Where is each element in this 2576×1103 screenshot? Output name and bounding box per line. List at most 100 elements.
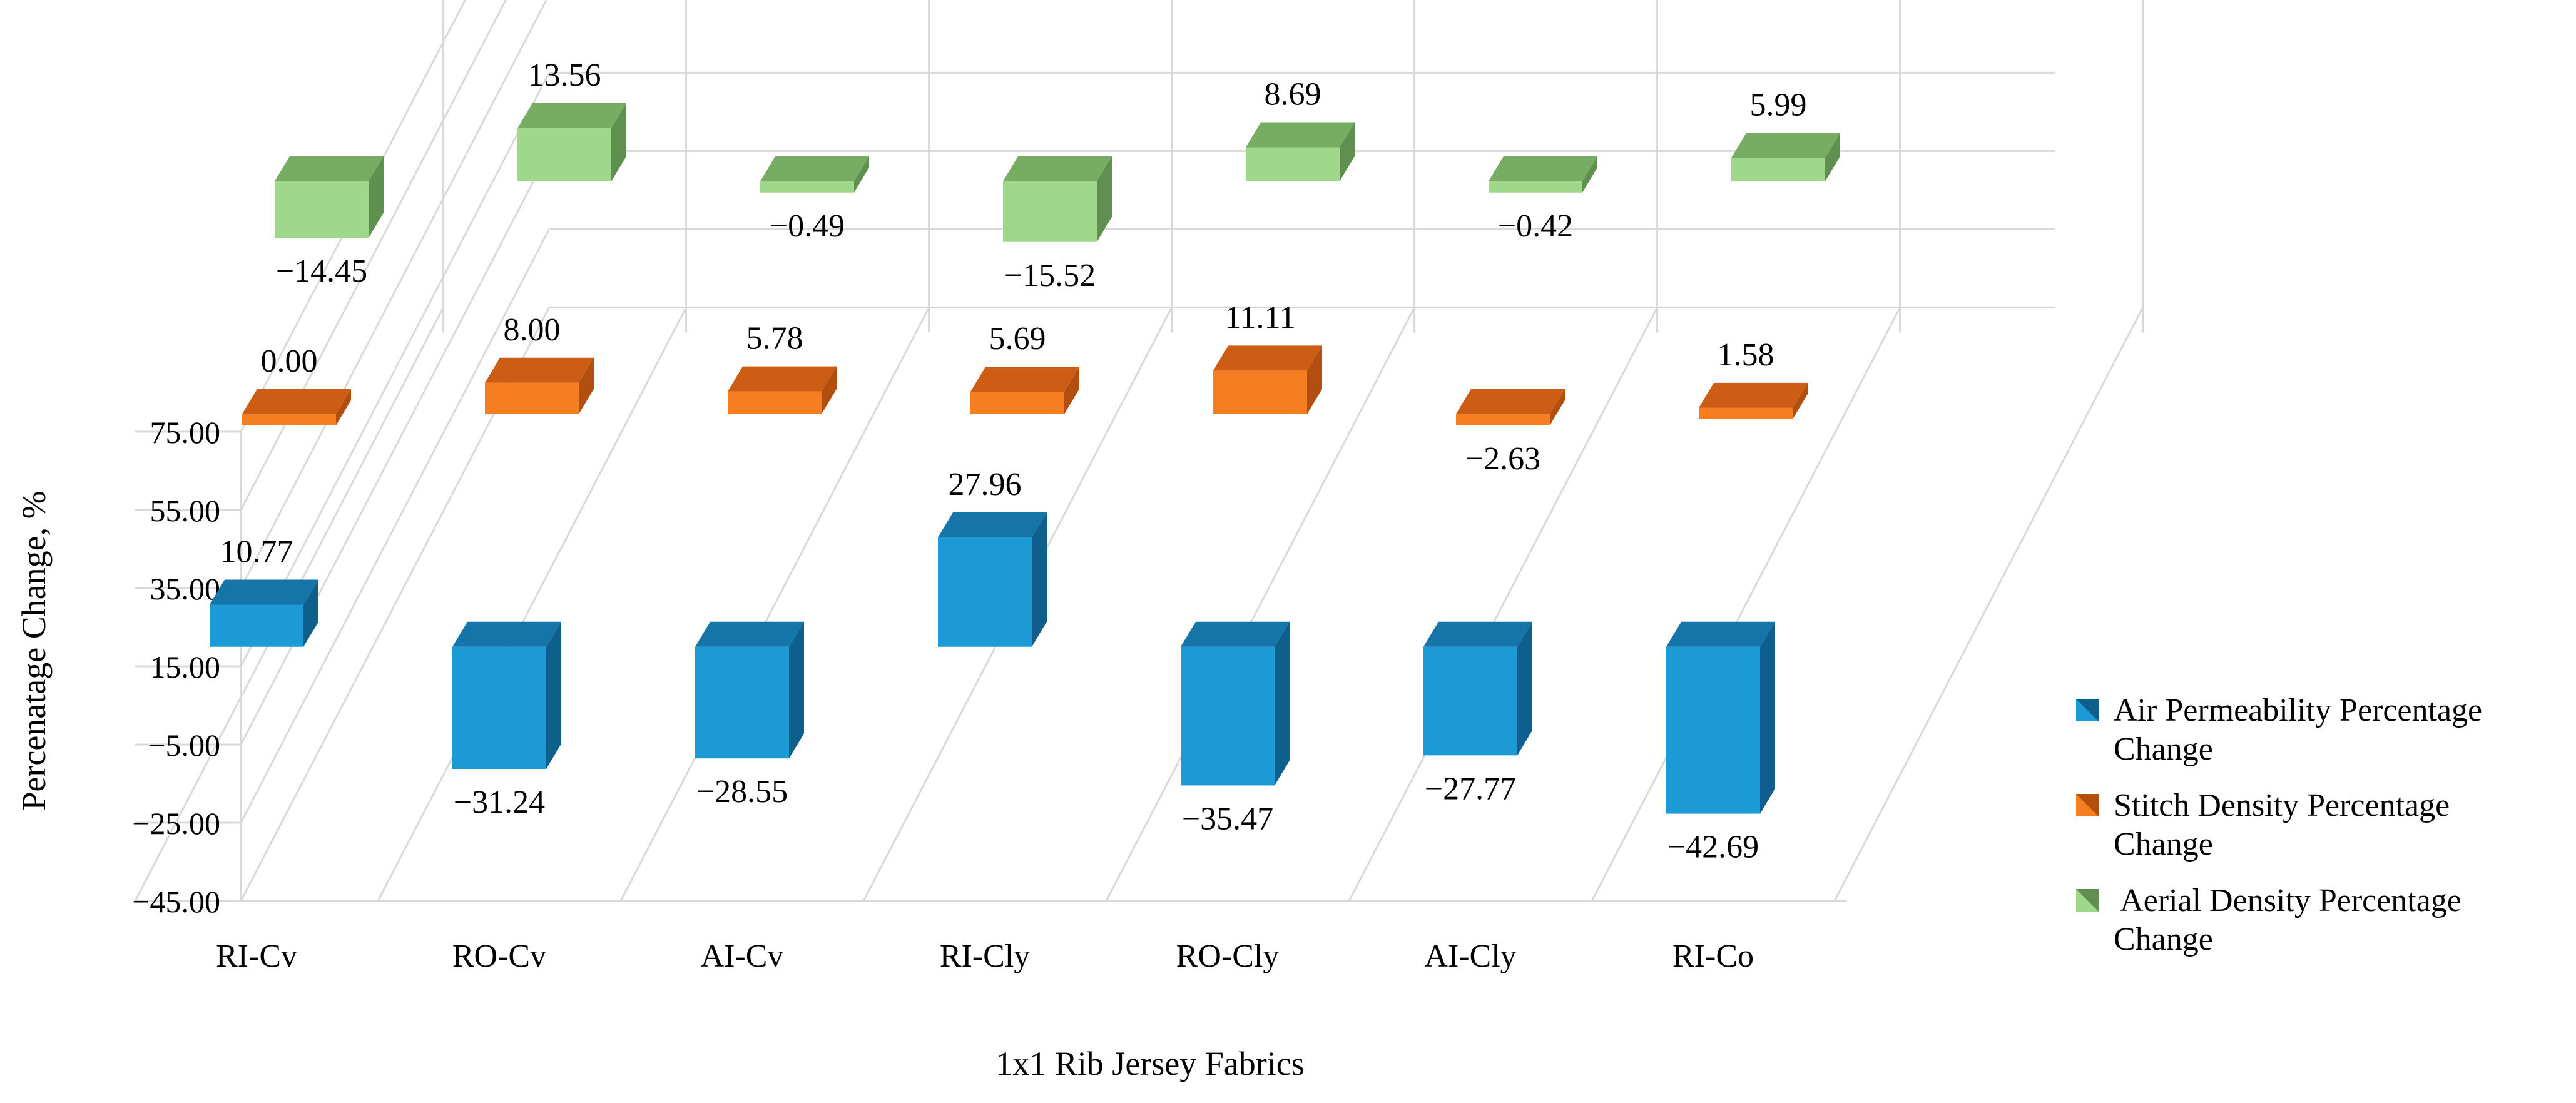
y-tick-label: −45.00 [132, 884, 220, 919]
x-tick-label: RO-Cv [452, 938, 546, 974]
bar-side [1097, 156, 1112, 242]
data-label: −0.42 [1498, 208, 1573, 244]
bar [938, 512, 1047, 647]
bar-front [452, 646, 546, 769]
bar-top [452, 621, 561, 647]
data-label: 13.56 [528, 58, 601, 93]
bar [1181, 621, 1290, 786]
data-label: 1.58 [1718, 337, 1774, 373]
bar [242, 389, 351, 425]
floor-depth-line [1105, 307, 1415, 902]
bar-side [1582, 156, 1597, 193]
bar-front [1489, 181, 1582, 193]
bar [1489, 156, 1597, 193]
bar-top [1731, 133, 1840, 158]
bar-top [210, 579, 318, 605]
bar-front [1456, 414, 1550, 425]
bar-side [546, 621, 561, 769]
data-label: 10.77 [220, 534, 293, 569]
bar [1731, 133, 1840, 181]
floor-depth-line [619, 307, 930, 902]
bar-front [728, 391, 822, 414]
bar-top [517, 103, 626, 128]
bar-top [1246, 122, 1355, 148]
bar [1003, 156, 1112, 242]
floor-depth-line [1348, 307, 1658, 902]
bar-top [1003, 156, 1112, 181]
bar [695, 621, 804, 759]
side-wall-gridline [240, 0, 467, 432]
legend-label-stitch-density-line2: Change [2114, 826, 2213, 862]
data-label: −27.77 [1425, 771, 1516, 806]
data-label: −35.47 [1182, 801, 1273, 836]
bar-top [1213, 345, 1322, 371]
bar-front [1731, 158, 1825, 181]
x-tick-label: RI-Co [1672, 938, 1754, 974]
bar [517, 103, 626, 181]
bar [1456, 389, 1565, 425]
bar-side [611, 103, 626, 181]
bar-side [1550, 389, 1565, 425]
bar-side [369, 156, 384, 238]
bar-front [1003, 181, 1097, 242]
bar [1246, 122, 1355, 181]
bar-front [485, 382, 579, 414]
bar-side [789, 621, 804, 759]
bar-side [854, 156, 869, 193]
data-label: 8.69 [1265, 76, 1321, 112]
bar-side [303, 579, 318, 647]
bar-front [970, 392, 1064, 414]
bar-side [1825, 133, 1840, 181]
data-label: 0.00 [261, 343, 318, 379]
data-label: −0.49 [770, 208, 845, 244]
y-tick-label: 15.00 [150, 649, 221, 684]
bar [728, 366, 837, 414]
data-label: 5.78 [746, 321, 803, 357]
bar-front [210, 604, 303, 647]
floor-depth-line [377, 307, 687, 902]
bar-side [1340, 122, 1355, 181]
bar-front [242, 414, 336, 425]
legend-item-air-permeability: Air Permeability Percentage Change [2065, 691, 2565, 769]
labels: −14.45 13.56 −0.49 −15.52 8.69 −0.42 5.99 0.00 8… [220, 58, 1807, 865]
bar-side [336, 389, 351, 425]
bar [452, 621, 561, 769]
side-wall-gridline [240, 72, 550, 667]
bar [1666, 621, 1775, 814]
bar-front [760, 181, 854, 193]
side-wall-gridline [240, 228, 550, 823]
data-label: 11.11 [1224, 300, 1295, 335]
bar-side [1307, 345, 1322, 414]
bar-top [728, 366, 837, 392]
bar-top [275, 156, 384, 181]
bar-front [1181, 646, 1275, 786]
bar-top [1699, 382, 1808, 408]
bar-top [760, 156, 869, 181]
bar-front [1699, 407, 1793, 419]
bar-side [1275, 621, 1290, 786]
legend-swatch-stitch-density [2076, 794, 2099, 816]
legend-label-air-permeability-line1: Air Permeability Percentage [2114, 693, 2483, 728]
bar-top [485, 357, 594, 383]
data-label: −14.45 [276, 253, 367, 289]
bar-front [938, 537, 1032, 647]
x-tick-label: AI-Cv [701, 938, 784, 974]
legend-item-stitch-density: Stitch Density Percentage Change [2065, 786, 2565, 864]
bars [210, 103, 1840, 814]
bar [210, 579, 318, 647]
bar-top [1456, 389, 1565, 414]
x-tick-label: RI-Cv [216, 938, 297, 974]
data-label: −42.69 [1667, 830, 1759, 865]
bar-side [579, 357, 594, 414]
x-tick-label: AI-Cly [1424, 938, 1516, 974]
bar-top [970, 367, 1079, 392]
bar-top [242, 389, 351, 414]
bar-side [1793, 382, 1808, 419]
legend-item-aerial-density: Aerial Density Percentage Change [2065, 882, 2565, 959]
bar-side [1760, 621, 1775, 814]
data-label: −2.63 [1465, 441, 1540, 477]
legend-swatch-air-permeability [2076, 699, 2099, 721]
bar [275, 156, 384, 238]
data-label: 5.99 [1750, 87, 1807, 123]
